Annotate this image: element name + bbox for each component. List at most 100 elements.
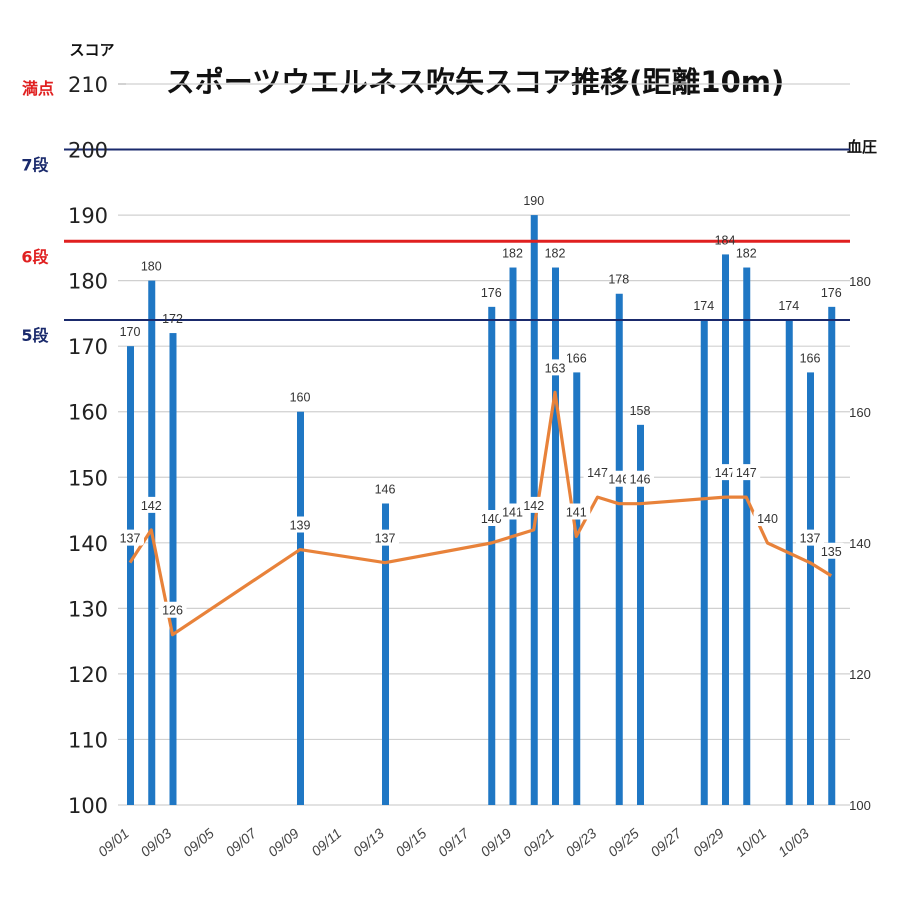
- line-value-label: 147: [715, 466, 736, 480]
- line-value-label: 137: [375, 532, 396, 546]
- score-bar: [169, 333, 177, 805]
- line-label-box: [732, 464, 761, 481]
- x-tick-label: 09/11: [308, 825, 344, 859]
- score-bar: [722, 254, 729, 805]
- y-tick-label: 140: [68, 532, 108, 556]
- line-value-label: 142: [523, 499, 544, 513]
- x-tick-label: 09/23: [562, 825, 599, 860]
- line-value-label: 140: [481, 512, 502, 526]
- x-tick-label: 09/03: [137, 825, 174, 860]
- x-tick-label: 09/13: [350, 825, 387, 860]
- y-tick-label: 110: [68, 728, 108, 752]
- y2-tick-label: 180: [849, 274, 871, 289]
- score-bar: [488, 306, 496, 805]
- y2-axis-label: 血圧: [847, 138, 877, 156]
- line-label-box: [562, 503, 591, 520]
- line-label-box: [116, 529, 144, 546]
- x-tick-label: 10/01: [732, 825, 769, 860]
- bar-value-label: 182: [545, 247, 566, 261]
- line-label-box: [371, 529, 399, 546]
- reference-label: 6段: [21, 247, 49, 266]
- line-value-label: 141: [566, 505, 587, 519]
- bar-value-label: 184: [715, 233, 736, 247]
- x-tick-label: 09/05: [180, 825, 217, 860]
- score-bar: [148, 280, 156, 805]
- line-value-label: 137: [800, 532, 821, 546]
- y-axis-label: スコア: [69, 41, 114, 59]
- y2-tick-label: 120: [849, 667, 871, 682]
- line-label-box: [583, 464, 612, 481]
- line-label-box: [498, 503, 527, 520]
- reference-label: 満点: [22, 79, 54, 98]
- line-label-box: [604, 470, 633, 487]
- line-value-label: 141: [502, 505, 523, 519]
- score-bar: [573, 372, 581, 805]
- x-tick-label: 09/09: [265, 825, 302, 860]
- y-tick-label: 190: [68, 204, 108, 228]
- line-label-box: [286, 516, 314, 533]
- line-value-label: 163: [545, 361, 566, 375]
- score-bar: [615, 293, 623, 805]
- line-value-label: 147: [736, 466, 757, 480]
- line-label-box: [796, 529, 824, 546]
- line-value-label: 137: [120, 532, 141, 546]
- line-label-box: [711, 464, 739, 481]
- bar-value-label: 182: [502, 247, 523, 261]
- y-tick-label: 170: [68, 335, 108, 359]
- y-tick-label: 100: [68, 794, 108, 818]
- y-tick-label: 120: [68, 663, 108, 687]
- bar-value-label: 190: [523, 194, 544, 208]
- bar-value-label: 158: [630, 404, 651, 418]
- line-label-box: [477, 510, 506, 526]
- y-tick-label: 130: [68, 597, 108, 621]
- line-label-box: [541, 359, 569, 376]
- line-label-box: [158, 601, 187, 618]
- score-bar: [382, 503, 389, 805]
- x-tick-label: 09/25: [605, 825, 642, 860]
- line-label-box: [817, 542, 846, 559]
- bar-value-label: 176: [481, 286, 502, 300]
- y2-tick-label: 160: [849, 405, 871, 420]
- line-value-label: 146: [608, 473, 629, 487]
- score-bar: [297, 411, 304, 805]
- x-tick-label: 10/03: [775, 825, 812, 860]
- bar-value-label: 166: [800, 351, 821, 365]
- bar-value-label: 180: [141, 260, 162, 274]
- bar-value-label: 166: [566, 351, 587, 365]
- line-label-box: [626, 470, 654, 487]
- bar-value-label: 176: [821, 286, 842, 300]
- score-bar: [700, 319, 708, 805]
- x-tick-label: 09/21: [520, 825, 557, 860]
- line-value-label: 147: [587, 466, 608, 480]
- score-bar: [743, 267, 751, 805]
- score-bar: [552, 267, 559, 805]
- x-tick-label: 09/01: [95, 825, 132, 860]
- score-bar: [807, 372, 814, 805]
- line-value-label: 139: [290, 519, 311, 533]
- y-tick-label: 180: [68, 270, 108, 294]
- x-tick-label: 09/07: [222, 824, 260, 860]
- y-tick-label: 210: [68, 73, 108, 97]
- bar-value-label: 146: [375, 482, 396, 496]
- chart-title: スポーツウエルネス吹矢スコア推移(距離10m): [166, 65, 785, 99]
- x-tick-label: 09/15: [392, 825, 429, 860]
- bar-value-label: 160: [290, 391, 311, 405]
- bar-value-label: 174: [693, 299, 714, 313]
- x-tick-label: 09/17: [435, 824, 473, 860]
- bar-value-label: 174: [778, 299, 799, 313]
- bar-value-label: 172: [162, 312, 183, 326]
- line-label-box: [753, 510, 782, 526]
- reference-label: 7段: [21, 156, 49, 175]
- score-bar: [785, 319, 793, 805]
- bar-value-label: 178: [608, 273, 629, 287]
- line-value-label: 135: [821, 545, 842, 559]
- x-tick-label: 09/27: [647, 824, 685, 860]
- line-label-box: [137, 496, 166, 513]
- bar-value-label: 182: [736, 247, 757, 261]
- blood-pressure-line: [128, 390, 833, 637]
- y2-tick-label: 100: [849, 798, 871, 813]
- reference-label: 5段: [21, 326, 49, 345]
- y-tick-label: 200: [68, 139, 108, 163]
- line-label-box: [519, 496, 548, 513]
